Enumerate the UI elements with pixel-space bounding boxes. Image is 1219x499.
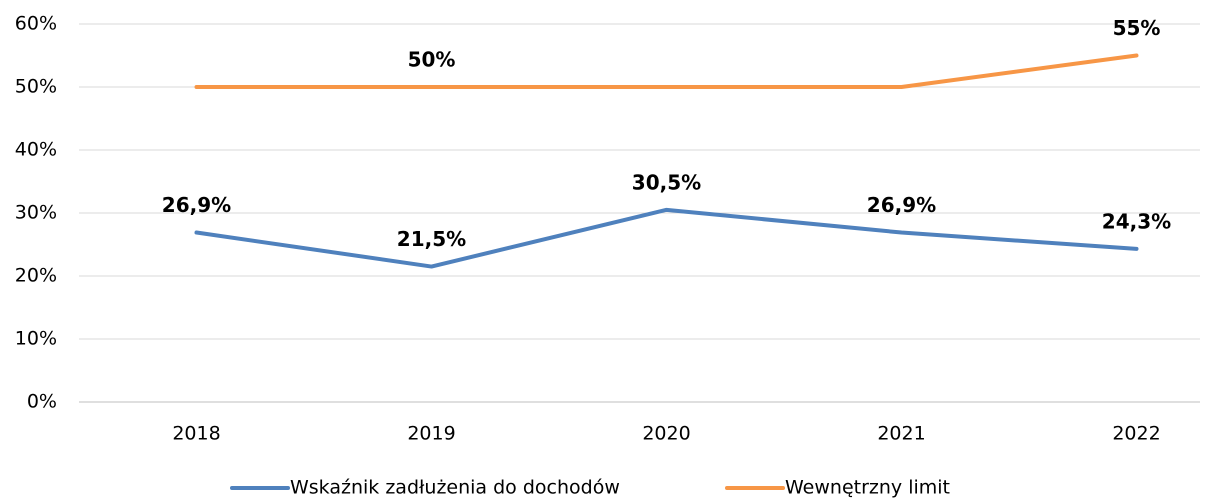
y-tick-label: 10% <box>15 328 57 350</box>
legend-label: Wskaźnik zadłużenia do dochodów <box>290 477 620 499</box>
y-tick-label: 30% <box>15 202 57 224</box>
x-tick-label: 2018 <box>172 423 220 445</box>
x-tick-label: 2020 <box>642 423 690 445</box>
series-line <box>194 53 1139 89</box>
value-label: 30,5% <box>632 170 701 194</box>
value-label: 50% <box>408 48 456 72</box>
y-tick-label: 60% <box>15 13 57 35</box>
y-tick-label: 0% <box>27 391 57 413</box>
x-tick-label: 2022 <box>1112 423 1160 445</box>
value-label: 21,5% <box>397 227 466 251</box>
y-tick-label: 20% <box>15 265 57 287</box>
value-label: 26,9% <box>162 193 231 217</box>
value-label: 26,9% <box>867 193 936 217</box>
series-line <box>194 207 1139 269</box>
x-tick-label: 2021 <box>877 423 925 445</box>
legend-label: Wewnętrzny limit <box>785 477 950 499</box>
value-label: 24,3% <box>1102 209 1171 233</box>
value-label: 55% <box>1113 16 1161 40</box>
x-tick-label: 2019 <box>407 423 455 445</box>
y-tick-label: 40% <box>15 139 57 161</box>
y-tick-label: 50% <box>15 76 57 98</box>
